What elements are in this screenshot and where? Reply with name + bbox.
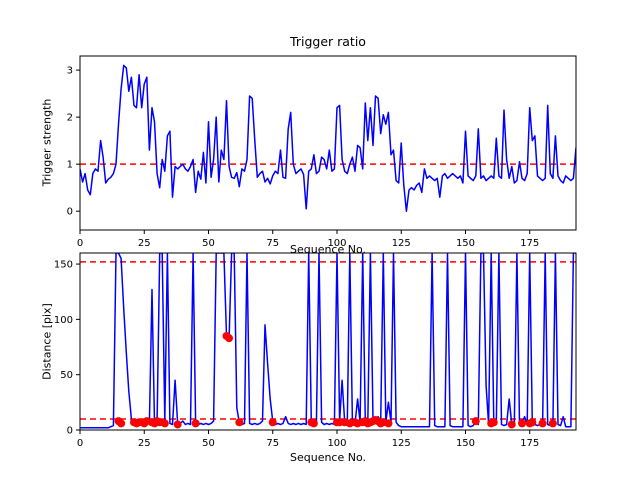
svg-text:125: 125 xyxy=(392,238,411,249)
svg-text:150: 150 xyxy=(456,438,475,449)
svg-text:25: 25 xyxy=(138,438,151,449)
svg-text:100: 100 xyxy=(327,238,346,249)
svg-text:50: 50 xyxy=(202,238,215,249)
svg-text:50: 50 xyxy=(60,370,73,381)
svg-text:2: 2 xyxy=(67,113,73,124)
svg-text:100: 100 xyxy=(54,315,73,326)
svg-text:25: 25 xyxy=(138,238,151,249)
svg-text:125: 125 xyxy=(392,438,411,449)
svg-text:100: 100 xyxy=(327,438,346,449)
svg-text:0: 0 xyxy=(67,207,73,218)
svg-text:0: 0 xyxy=(77,238,83,249)
svg-text:1: 1 xyxy=(67,160,73,171)
svg-text:175: 175 xyxy=(520,438,539,449)
svg-text:75: 75 xyxy=(266,238,279,249)
svg-text:3: 3 xyxy=(67,66,73,77)
svg-text:150: 150 xyxy=(456,238,475,249)
svg-text:0: 0 xyxy=(67,426,73,437)
svg-text:75: 75 xyxy=(266,438,279,449)
bottom-plot-xlabel: Sequence No. xyxy=(289,451,367,464)
svg-text:150: 150 xyxy=(54,260,73,271)
top-plot-title: Trigger ratio xyxy=(290,34,366,49)
svg-text:0: 0 xyxy=(77,438,83,449)
svg-text:175: 175 xyxy=(520,238,539,249)
svg-text:50: 50 xyxy=(202,438,215,449)
